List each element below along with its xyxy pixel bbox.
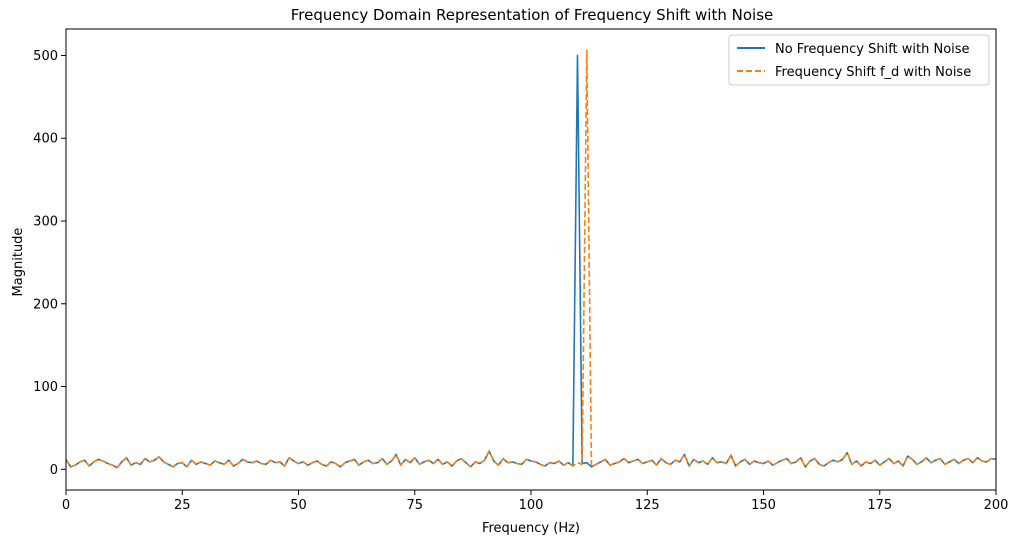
- y-axis: 0 100 200 300 400 500: [33, 49, 66, 478]
- legend-box: [728, 34, 990, 86]
- y-tick-label: 400: [33, 132, 58, 147]
- x-tick-label: 75: [406, 498, 423, 513]
- y-tick-label: 500: [33, 49, 58, 64]
- x-tick-label: 150: [751, 498, 776, 513]
- x-tick-label: 200: [984, 498, 1009, 513]
- x-tick-label: 125: [635, 498, 660, 513]
- y-tick-label: 100: [33, 380, 58, 395]
- chart-title: Frequency Domain Representation of Frequ…: [291, 6, 773, 24]
- series-line-shift: [66, 49, 996, 469]
- x-axis: 0 25 50 75 100 125 150 175 200: [62, 490, 1009, 513]
- legend-label-no-shift: No Frequency Shift with Noise: [775, 42, 970, 57]
- y-tick-label: 200: [33, 297, 58, 312]
- x-tick-label: 175: [867, 498, 892, 513]
- legend-label-shift: Frequency Shift f_d with Noise: [775, 65, 971, 80]
- x-tick-label: 0: [62, 498, 70, 513]
- y-tick-label: 0: [50, 463, 58, 478]
- y-axis-label: Magnitude: [11, 228, 26, 297]
- x-tick-label: 25: [174, 498, 191, 513]
- x-tick-label: 100: [519, 498, 544, 513]
- x-axis-label: Frequency (Hz): [482, 521, 580, 536]
- legend: No Frequency Shift with Noise Frequency …: [728, 34, 990, 86]
- plot-area: [66, 49, 996, 469]
- y-tick-label: 300: [33, 215, 58, 230]
- x-tick-label: 50: [290, 498, 307, 513]
